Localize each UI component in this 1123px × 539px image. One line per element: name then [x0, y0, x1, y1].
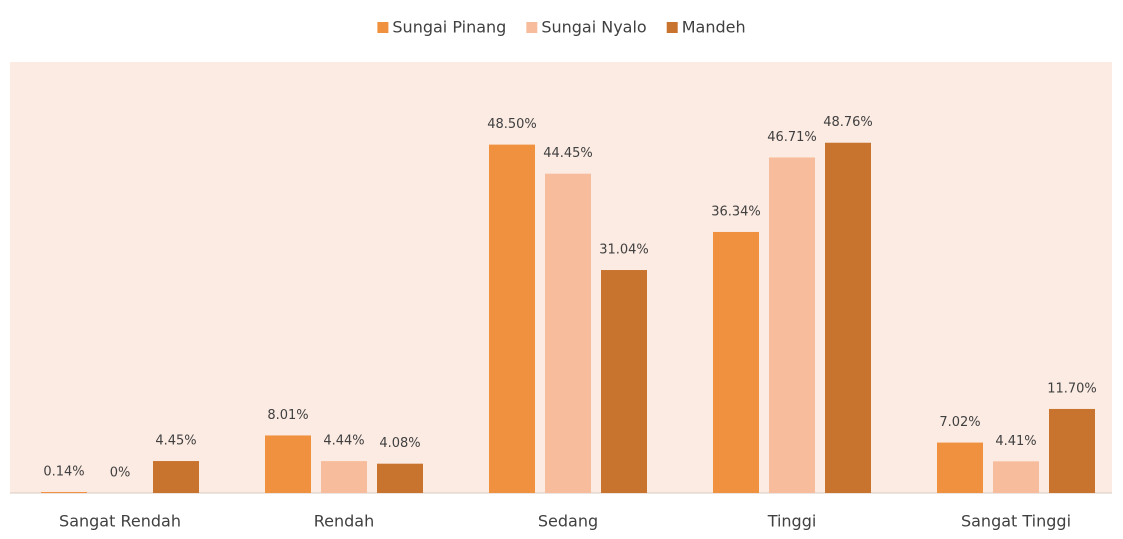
- legend-swatch: [526, 22, 538, 33]
- x-tick-label: Sangat Tinggi: [961, 512, 1071, 531]
- bar: [601, 270, 647, 493]
- bar: [545, 173, 591, 493]
- bar: [937, 442, 983, 493]
- legend-label: Mandeh: [682, 18, 746, 37]
- legend-swatch: [666, 22, 678, 33]
- data-label: 36.34%: [711, 204, 761, 219]
- data-label: 4.08%: [379, 436, 420, 451]
- data-label: 7.02%: [939, 415, 980, 430]
- data-label: 0.14%: [43, 464, 84, 479]
- bar: [321, 461, 367, 493]
- bar: [153, 461, 199, 493]
- data-label: 44.45%: [543, 146, 593, 161]
- x-tick-label: Sedang: [538, 512, 598, 531]
- bar: [769, 157, 815, 494]
- data-label: 48.50%: [487, 117, 537, 132]
- x-tick-label: Tinggi: [767, 512, 817, 531]
- data-label: 4.41%: [995, 434, 1036, 449]
- bar: [489, 144, 535, 493]
- data-label: 4.45%: [155, 434, 196, 449]
- data-label: 46.71%: [767, 130, 817, 145]
- bar: [377, 463, 423, 493]
- bar: [265, 435, 311, 493]
- bar: [41, 491, 87, 493]
- bar: [825, 142, 871, 493]
- bar: [1049, 408, 1095, 493]
- x-tick-label: Sangat Rendah: [59, 512, 181, 531]
- bar: [993, 461, 1039, 493]
- data-label: 48.76%: [823, 115, 873, 130]
- bar: [713, 231, 759, 493]
- legend-label: Sungai Pinang: [392, 18, 506, 37]
- data-label: 11.70%: [1047, 381, 1097, 396]
- data-label: 8.01%: [267, 408, 308, 423]
- legend-swatch: [377, 22, 389, 33]
- legend-label: Sungai Nyalo: [541, 18, 646, 37]
- data-label: 31.04%: [599, 243, 649, 258]
- data-label: 4.44%: [323, 434, 364, 449]
- data-label: 0%: [110, 466, 131, 481]
- x-tick-label: Rendah: [314, 512, 374, 531]
